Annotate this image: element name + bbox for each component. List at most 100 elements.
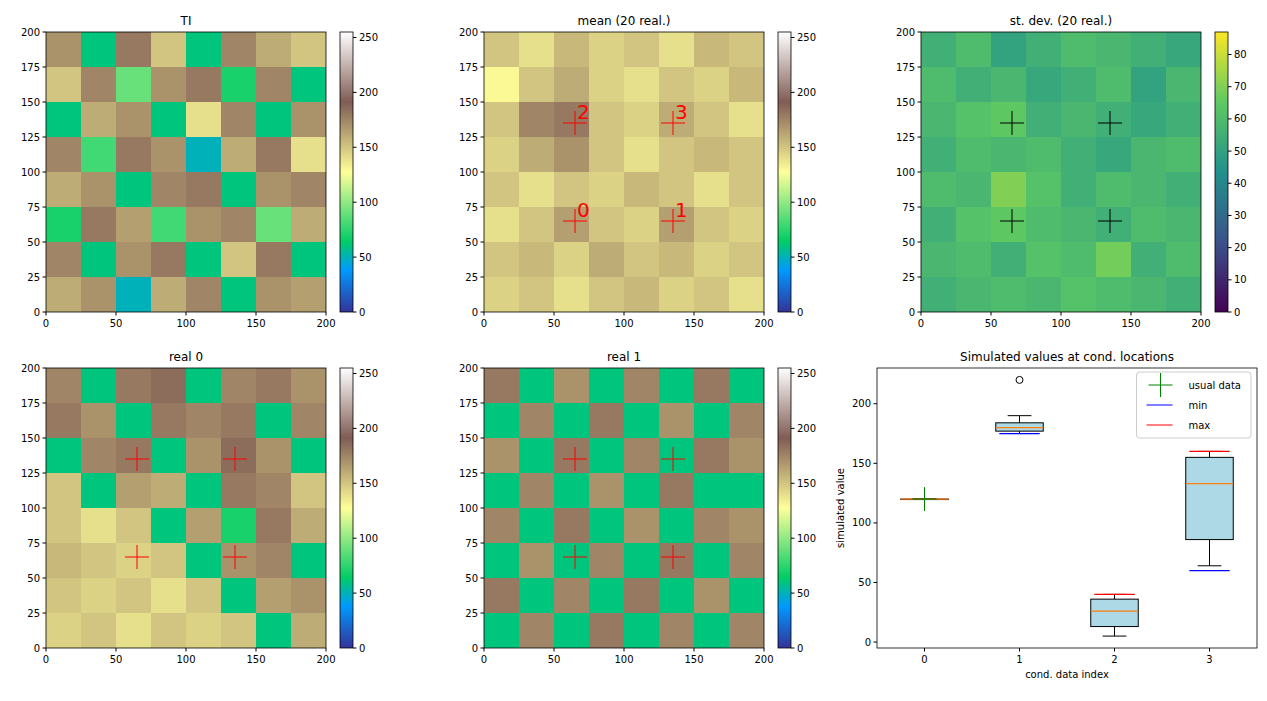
plot-area bbox=[46, 32, 326, 312]
cell bbox=[484, 67, 520, 103]
cell bbox=[694, 242, 730, 278]
cell bbox=[694, 543, 730, 579]
cell bbox=[589, 137, 625, 173]
cell bbox=[256, 473, 292, 509]
x-tick-label: 100 bbox=[614, 654, 633, 665]
y-tick bbox=[43, 172, 47, 173]
median bbox=[1186, 483, 1234, 484]
series-mark bbox=[913, 487, 937, 511]
cell bbox=[956, 277, 992, 312]
cell bbox=[624, 543, 660, 579]
cell bbox=[519, 207, 555, 243]
cell bbox=[956, 137, 992, 173]
cell bbox=[589, 102, 625, 138]
cell bbox=[694, 32, 730, 68]
cell bbox=[519, 368, 555, 404]
x-tick bbox=[1114, 648, 1115, 652]
cell bbox=[694, 578, 730, 614]
plot-area bbox=[484, 32, 764, 312]
cell bbox=[921, 137, 957, 173]
y-tick-label: 175 bbox=[459, 398, 478, 409]
x-tick-label: 200 bbox=[316, 654, 335, 665]
cell bbox=[519, 277, 555, 312]
cell bbox=[589, 578, 625, 614]
cell bbox=[554, 543, 590, 579]
y-tick-label: 125 bbox=[459, 468, 478, 479]
cell bbox=[116, 403, 152, 439]
y-tick-label: 25 bbox=[465, 608, 478, 619]
cell bbox=[1061, 137, 1097, 173]
cell bbox=[554, 137, 590, 173]
x-tick-label: 0 bbox=[921, 654, 927, 665]
y-tick-label: 200 bbox=[459, 27, 478, 38]
cap bbox=[1008, 415, 1032, 416]
cell bbox=[694, 438, 730, 474]
x-tick bbox=[256, 648, 257, 652]
y-tick bbox=[43, 648, 47, 649]
cell bbox=[256, 543, 292, 579]
y-tick-label: 0 bbox=[34, 307, 40, 318]
cell bbox=[81, 137, 117, 173]
plot-area bbox=[46, 368, 326, 648]
cell bbox=[151, 438, 187, 474]
point-label: 0 bbox=[577, 198, 590, 222]
cond-point bbox=[125, 545, 149, 569]
cell bbox=[484, 578, 520, 614]
cell bbox=[81, 613, 117, 648]
colorbar-tick-label: 200 bbox=[797, 423, 816, 434]
legend-marker bbox=[1147, 405, 1173, 406]
y-tick-label: 125 bbox=[459, 132, 478, 143]
cell bbox=[221, 277, 257, 312]
cell bbox=[116, 207, 152, 243]
title: Simulated values at cond. locations bbox=[960, 350, 1174, 364]
colorbar-tick bbox=[791, 257, 795, 258]
cell bbox=[519, 578, 555, 614]
cell bbox=[921, 242, 957, 278]
y-tick-label: 0 bbox=[909, 307, 915, 318]
cell bbox=[256, 32, 292, 68]
cell bbox=[151, 207, 187, 243]
cap bbox=[1103, 636, 1127, 637]
cell bbox=[46, 578, 82, 614]
y-tick-label: 75 bbox=[27, 538, 40, 549]
colorbar bbox=[340, 32, 353, 312]
colorbar bbox=[340, 368, 353, 648]
colorbar-tick bbox=[1228, 215, 1232, 216]
colorbar-tick-label: 0 bbox=[1234, 307, 1240, 318]
y-tick bbox=[481, 508, 485, 509]
cell bbox=[291, 207, 326, 243]
cell bbox=[1166, 242, 1201, 278]
box bbox=[1091, 599, 1139, 626]
cell bbox=[991, 32, 1027, 68]
x-tick-label: 1 bbox=[1016, 654, 1022, 665]
plot-area bbox=[921, 32, 1201, 312]
cell bbox=[554, 32, 590, 68]
colorbar-tick-label: 0 bbox=[797, 307, 803, 318]
cond-point bbox=[1000, 209, 1024, 233]
y-tick-label: 0 bbox=[472, 307, 478, 318]
colorbar-tick bbox=[1228, 118, 1232, 119]
x-tick bbox=[1209, 648, 1210, 652]
cell bbox=[1096, 67, 1132, 103]
colorbar-tick-label: 150 bbox=[359, 142, 378, 153]
y-tick-label: 50 bbox=[902, 237, 915, 248]
plot-area bbox=[484, 368, 764, 648]
x-tick-label: 50 bbox=[110, 654, 123, 665]
cell bbox=[729, 207, 764, 243]
cap bbox=[1198, 565, 1222, 566]
x-tick bbox=[694, 312, 695, 316]
cell bbox=[81, 102, 117, 138]
legend-label: min bbox=[1189, 400, 1208, 411]
x-tick bbox=[1131, 312, 1132, 316]
cell bbox=[151, 508, 187, 544]
box bbox=[1186, 457, 1234, 539]
cell bbox=[151, 543, 187, 579]
colorbar-tick-label: 200 bbox=[797, 87, 816, 98]
cell bbox=[1131, 137, 1167, 173]
y-tick bbox=[43, 403, 47, 404]
colorbar-tick-label: 10 bbox=[1234, 274, 1247, 285]
x-tick bbox=[1019, 648, 1020, 652]
y-tick bbox=[43, 578, 47, 579]
x-tick bbox=[46, 312, 47, 316]
cell bbox=[81, 368, 117, 404]
